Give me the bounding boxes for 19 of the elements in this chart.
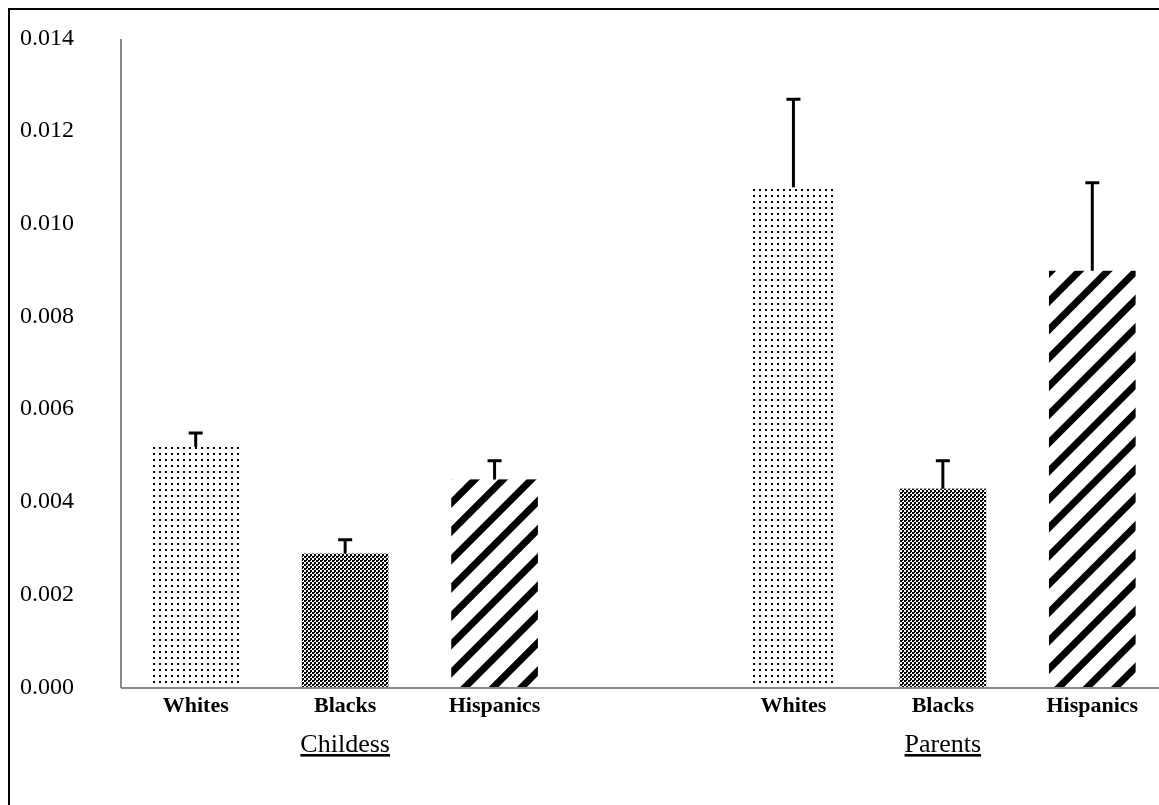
y-tick-label: 0.014 — [20, 23, 74, 50]
y-tick-label: 0.000 — [20, 672, 74, 699]
x-tick-label: Blacks — [313, 692, 377, 717]
x-tick-label: Hispanics — [1046, 692, 1139, 717]
text: Parents — [904, 729, 982, 758]
y-tick-label: 0.008 — [20, 301, 74, 328]
x-tick-label: Hispanics — [448, 692, 541, 717]
bar — [899, 488, 987, 688]
y-tick-label: 0.010 — [20, 208, 74, 235]
y-tick-label: 0.012 — [20, 116, 74, 143]
bar — [301, 553, 389, 688]
y-tick-label: 0.004 — [20, 487, 74, 514]
x-tick-label: Whites — [760, 692, 827, 717]
y-tick-label: 0.002 — [20, 579, 74, 606]
y-tick-label: 0.006 — [20, 394, 74, 421]
bar — [1048, 270, 1136, 688]
text: Childess — [300, 729, 390, 758]
x-tick-label: Whites — [162, 692, 230, 717]
x-tick-label: Blacks — [911, 692, 975, 717]
